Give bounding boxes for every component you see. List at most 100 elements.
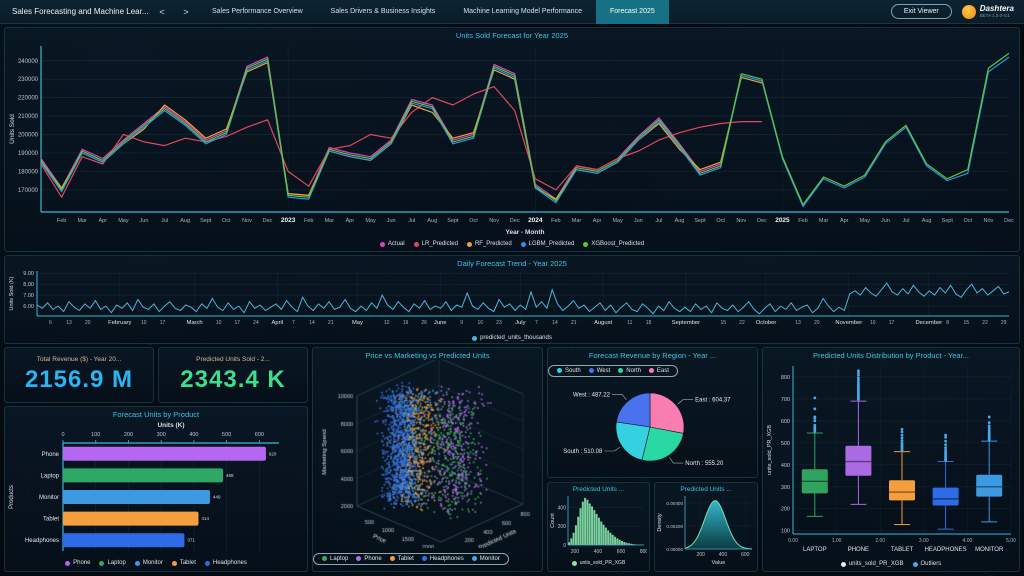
tab-forecast-2025[interactable]: Forecast 2025	[596, 0, 669, 24]
legend-label: Phone	[73, 560, 91, 566]
legend-south[interactable]: South	[557, 368, 581, 374]
svg-text:November: November	[835, 320, 862, 326]
svg-text:Jun: Jun	[881, 218, 890, 224]
svg-text:Dec: Dec	[510, 218, 520, 224]
product-bar-chart[interactable]: Units (K) 0 100 200 300 400 500 600 Phone 620 Lapt…	[5, 419, 305, 555]
legend-actual[interactable]: Actual	[379, 241, 405, 247]
svg-text:Aug: Aug	[675, 218, 685, 224]
svg-text:Mar: Mar	[77, 218, 87, 224]
svg-text:units_sold_PR_XGB: units_sold_PR_XGB	[767, 425, 773, 475]
svg-text:100: 100	[781, 529, 790, 535]
svg-text:200: 200	[124, 432, 133, 438]
daily-trend-line-chart[interactable]: 6.00 7.00 8.00 9.00 6 13 20 February 10 17 March 10…	[5, 268, 1017, 330]
svg-text:September: September	[672, 320, 700, 326]
svg-text:December: December	[916, 320, 943, 326]
legend-east[interactable]: East	[648, 368, 669, 374]
legend-lgbm_predicted[interactable]: LGBM_Predicted	[520, 241, 574, 247]
legend-west[interactable]: West	[588, 368, 610, 374]
svg-text:Feb: Feb	[798, 218, 807, 224]
svg-text:17: 17	[234, 320, 240, 326]
tab-sales-performance-overview[interactable]: Sales Performance Overview	[212, 8, 303, 15]
svg-text:Density: Density	[657, 513, 663, 532]
legend-phone[interactable]: Phone	[356, 556, 382, 562]
svg-text:600: 600	[255, 432, 264, 438]
pie-legend: South West North East	[548, 364, 678, 377]
legend-predicted-units[interactable]: predicted_units_thousands	[472, 335, 552, 341]
units-forecast-line-chart[interactable]: 170000 180000 190000 200000 210000 220000 2300…	[5, 40, 1017, 236]
svg-text:Oct: Oct	[222, 218, 231, 224]
svg-text:15: 15	[720, 320, 726, 326]
brand-bolt-icon: ⚡	[961, 4, 976, 19]
legend-units-sold-pr-xgb[interactable]: units_sold_PR_XGB	[840, 561, 904, 567]
panel-forecast-units-by-product: Forecast Units by Product Units (K) 0 100 2…	[4, 406, 308, 572]
svg-text:6: 6	[49, 320, 52, 326]
legend-label: Monitor	[479, 555, 500, 562]
svg-text:5.00: 5.00	[1006, 538, 1016, 544]
svg-text:Jul: Jul	[161, 218, 168, 224]
svg-text:Oct: Oct	[716, 218, 725, 224]
svg-text:May: May	[118, 218, 129, 224]
legend-tablet[interactable]: Tablet	[389, 556, 414, 562]
scatter-3d-chart[interactable]	[313, 360, 540, 548]
kpi-total-revenue-value: 2156.9 M	[24, 366, 134, 393]
svg-text:1.00: 1.00	[832, 538, 842, 544]
predicted-units-density-chart[interactable]: 0.00000 0.00200 0.00400 200 400 600 Value Densi…	[655, 493, 755, 566]
legend-dot-icon	[912, 561, 918, 567]
legend-outliers[interactable]: Outliers	[912, 561, 941, 567]
svg-text:April: April	[272, 320, 284, 326]
svg-text:19: 19	[403, 320, 409, 326]
chart-title-bars: Forecast Units by Product	[112, 410, 200, 419]
legend-tablet[interactable]: Tablet	[171, 560, 196, 566]
nav-back-icon[interactable]: <	[159, 6, 165, 17]
legend-headphones[interactable]: Headphones	[204, 560, 247, 566]
brand-logo: ⚡ Dashtera BETA 1.0.0-rc1	[961, 4, 1014, 19]
legend-rf_predicted[interactable]: RF_Predicted	[466, 241, 512, 247]
svg-text:500: 500	[781, 441, 790, 447]
svg-text:Dec: Dec	[757, 218, 767, 224]
svg-text:Laptop: Laptop	[41, 473, 60, 479]
legend-dot-icon	[204, 560, 210, 566]
legend-xgboost_predicted[interactable]: XGBoost_Predicted	[583, 241, 644, 247]
legend-lr_predicted[interactable]: LR_Predicted	[413, 241, 458, 247]
svg-text:0.00200: 0.00200	[666, 524, 683, 529]
kpi-predicted-units-value: 2343.4 K	[180, 366, 286, 393]
legend-monitor[interactable]: Monitor	[134, 560, 163, 566]
legend-laptop[interactable]: Laptop	[99, 560, 126, 566]
legend-units-sold-pr-xgb[interactable]: units_sold_PR_XGB	[571, 560, 625, 566]
svg-text:Jul: Jul	[655, 218, 662, 224]
svg-text:18: 18	[646, 320, 652, 326]
exit-viewer-button[interactable]: Exit Viewer	[890, 4, 952, 19]
predicted-units-histogram[interactable]: 0 200 400 200 400 600 800 Count	[548, 493, 648, 555]
chart-title-pie: Forecast Revenue by Region - Year ...	[588, 351, 717, 360]
svg-text:May: May	[612, 218, 623, 224]
region-pie-chart[interactable]: East : 604.37 North : 555.20 South : 510.0…	[548, 379, 755, 475]
svg-text:12: 12	[384, 320, 390, 326]
panel-revenue-by-region: Forecast Revenue by Region - Year ... So…	[547, 347, 758, 478]
chart-title-units-forecast: Units Sold Forecast for Year 2025	[455, 31, 569, 40]
legend-headphones[interactable]: Headphones	[421, 556, 464, 562]
legend-dot-icon	[322, 556, 327, 561]
svg-text:800: 800	[781, 375, 790, 381]
svg-text:210000: 210000	[18, 114, 39, 120]
svg-text:Monitor: Monitor	[39, 495, 59, 501]
panel-3d-scatter: Price vs Marketing vs Predicted Units La…	[312, 347, 543, 572]
units-distribution-box-plot[interactable]: 100 200 300 400 500 600 700 800 0.00 1.00 2.00 3.00…	[763, 360, 1017, 556]
panel-daily-trend: Daily Forecast Trend - Year 2025 6.00 7.0…	[4, 255, 1020, 344]
legend-label: Tablet	[179, 560, 196, 566]
svg-text:170000: 170000	[18, 188, 39, 194]
svg-text:400: 400	[781, 463, 790, 469]
svg-text:800: 800	[640, 549, 647, 555]
top-bar-right: Exit Viewer ⚡ Dashtera BETA 1.0.0-rc1	[890, 4, 1024, 19]
svg-text:7.00: 7.00	[23, 293, 34, 299]
legend-phone[interactable]: Phone	[65, 560, 90, 566]
nav-forward-icon[interactable]: >	[183, 6, 189, 17]
tab-machine-learning-model-performance[interactable]: Machine Learning Model Performance	[463, 8, 582, 15]
svg-text:489: 489	[226, 473, 234, 478]
legend-north[interactable]: North	[618, 368, 641, 374]
legend-monitor[interactable]: Monitor	[471, 555, 500, 562]
tab-sales-drivers-business-insights[interactable]: Sales Drivers & Business Insights	[330, 8, 436, 15]
legend-laptop[interactable]: Laptop	[322, 556, 348, 562]
svg-text:Apr: Apr	[346, 218, 355, 224]
product-bar-legend: Phone Laptop Monitor Tablet Headphones	[5, 560, 307, 566]
svg-text:17: 17	[160, 320, 166, 326]
